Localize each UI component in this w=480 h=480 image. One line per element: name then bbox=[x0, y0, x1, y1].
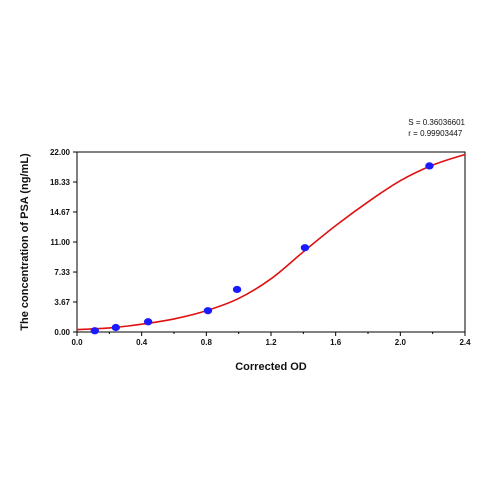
data-point bbox=[425, 162, 434, 170]
x-tick-label: 0.8 bbox=[201, 338, 213, 347]
x-tick-label: 2.0 bbox=[395, 338, 407, 347]
x-tick-label: 2.4 bbox=[459, 338, 471, 347]
fit-s-value: S = 0.36036601 bbox=[408, 118, 465, 127]
data-point bbox=[203, 307, 213, 315]
y-tick-label: 14.67 bbox=[50, 208, 71, 217]
fit-curve-line bbox=[76, 153, 466, 331]
x-tick-label: 0.4 bbox=[136, 338, 148, 347]
x-axis: 0.0 0.4 0.8 1.2 1.6 2.0 2.4 bbox=[71, 332, 471, 347]
fit-r-value: r = 0.99903447 bbox=[408, 129, 463, 138]
data-point bbox=[232, 285, 242, 294]
x-tick-label: 1.6 bbox=[330, 338, 342, 347]
y-axis-title: The concentration of PSA (ng/mL) bbox=[19, 153, 31, 331]
data-point bbox=[143, 318, 153, 326]
y-tick-label: 22.00 bbox=[50, 148, 71, 157]
data-point bbox=[90, 327, 99, 335]
data-points bbox=[90, 162, 434, 335]
y-tick-label: 18.33 bbox=[50, 178, 71, 187]
x-axis-title: Corrected OD bbox=[235, 361, 307, 373]
data-point bbox=[111, 323, 121, 332]
data-point bbox=[300, 244, 310, 252]
plot-frame bbox=[76, 151, 466, 333]
y-axis: 0.00 3.67 7.33 11.00 14.67 18.33 22.00 bbox=[50, 148, 77, 337]
plot-area bbox=[76, 151, 466, 333]
y-tick-label: 3.67 bbox=[54, 298, 70, 307]
x-tick-label: 0.0 bbox=[71, 338, 83, 347]
y-tick-label: 7.33 bbox=[54, 268, 70, 277]
x-tick-label: 1.2 bbox=[265, 338, 277, 347]
y-tick-label: 11.00 bbox=[50, 238, 70, 247]
y-tick-label: 0.00 bbox=[54, 328, 70, 337]
fit-statistics: S = 0.36036601 r = 0.99903447 bbox=[408, 117, 465, 139]
